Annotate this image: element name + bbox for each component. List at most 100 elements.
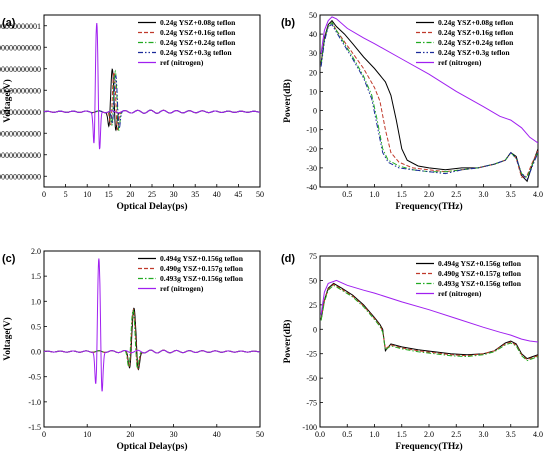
x-tick-label: 20 <box>126 190 134 199</box>
x-tick-label: 40 <box>213 190 221 199</box>
x-axis-label: Frequency(THz) <box>395 441 462 452</box>
y-tick-label: 1.0 <box>31 297 41 306</box>
y-axis-label: Power(dB) <box>282 320 293 364</box>
legend-label: ref (nitrogen) <box>438 289 482 298</box>
x-tick-label: 30 <box>170 430 178 439</box>
x-tick-label: 1.5 <box>397 430 407 439</box>
x-tick-label: 2.5 <box>451 430 461 439</box>
chart-panel-c: (c) 0 10 20 30 40 50 -1.5 -1.0 -0.5 0.0 0.5 1.0 1.5 2.… <box>2 247 264 452</box>
x-tick-label: 1.5 <box>397 190 407 199</box>
series-line <box>320 19 538 183</box>
series-line <box>44 70 260 131</box>
x-tick-label: 0.0 <box>315 430 325 439</box>
series-line <box>320 284 538 362</box>
series-line <box>44 69 260 131</box>
legend-label: 0.24g YSZ+0.16g teflon <box>438 28 514 37</box>
x-tick-label: 0 <box>42 190 46 199</box>
x-tick-label: 3.0 <box>479 190 489 199</box>
legend-label: 0.494g YSZ+0.156g teflon <box>160 254 244 263</box>
chart-panel-a: (a) 0 5 10 15 20 25 30 35 40 45 50 -1.20000000000000… <box>0 14 264 212</box>
y-tick-label: -40 <box>306 183 317 192</box>
x-tick-label: 35 <box>191 190 199 199</box>
y-tick-label: 2.0 <box>31 247 41 256</box>
x-tick-label: 0 <box>42 430 46 439</box>
legend-label: 0.24g YSZ+0.08g teflon <box>438 18 514 27</box>
x-tick-label: 50 <box>256 190 264 199</box>
y-axis-label: Voltage(V) <box>2 317 13 360</box>
series-line <box>44 309 260 370</box>
legend-label: 0.24g YSZ+0.24g teflon <box>438 38 514 47</box>
x-tick-label: 10 <box>83 190 91 199</box>
plot-frame <box>43 250 261 428</box>
legend-label: 0.493g YSZ+0.156g teflon <box>160 274 244 283</box>
y-tick-label: 0.4000000000000000 <box>0 86 41 95</box>
y-tick-label: -100 <box>302 423 317 432</box>
series-line <box>320 21 538 179</box>
series-line <box>320 23 538 181</box>
x-tick-label: 1.0 <box>370 190 380 199</box>
y-tick-label: 30 <box>309 49 317 58</box>
series-group <box>320 16 538 183</box>
legend-label: 0.24g YSZ+0.08g teflon <box>160 18 236 27</box>
y-tick-label: -75 <box>306 399 317 408</box>
legend-label: ref (nitrogen) <box>438 58 482 67</box>
x-tick-label: 45 <box>234 190 242 199</box>
x-tick-label: 0.5 <box>342 430 352 439</box>
y-tick-label: -0.5 <box>28 373 41 382</box>
y-tick-label: 75 <box>309 252 317 261</box>
x-tick-label: 1.0 <box>370 430 380 439</box>
legend-label: 0.494g YSZ+0.156g teflon <box>438 259 522 268</box>
legend-label: 0.24g YSZ+0.3g teflon <box>438 48 510 57</box>
x-tick-label: 25 <box>148 190 156 199</box>
x-tick-label: 2.0 <box>424 430 434 439</box>
series-line <box>320 282 538 360</box>
x-tick-label: 3.5 <box>506 430 516 439</box>
legend-label: 0.493g YSZ+0.156g teflon <box>438 279 522 288</box>
panel-label: (d) <box>281 253 295 265</box>
series-line <box>320 16 538 144</box>
y-tick-label: -0.8000000000000000 <box>0 151 41 160</box>
x-axis-label: Optical Delay(ps) <box>117 201 188 212</box>
y-tick-label: 0.5 <box>31 322 41 331</box>
x-tick-label: 4.0 <box>533 190 543 199</box>
x-tick-label: 5 <box>64 190 68 199</box>
chart-panel-b: (b) 0.5 1.0 1.5 2.0 2.5 3.0 3.5 4.0 -40 -30 -20 -10 0… <box>281 11 543 212</box>
y-tick-label: -1.5 <box>28 423 41 432</box>
x-tick-label: 40 <box>213 430 221 439</box>
series-line <box>44 68 260 132</box>
series-line <box>320 283 538 361</box>
x-tick-label: 3.5 <box>506 190 516 199</box>
y-tick-label: 50 <box>309 276 317 285</box>
y-tick-label: -50 <box>306 374 317 383</box>
legend-label: ref (nitrogen) <box>160 284 204 293</box>
legend-label: 0.24g YSZ+0.3g teflon <box>160 48 232 57</box>
y-tick-label: -20 <box>306 145 317 154</box>
y-tick-label: 0.8000000000000000 <box>0 65 41 74</box>
y-tick-label: 1.5 <box>31 272 41 281</box>
x-tick-label: 2.0 <box>424 190 434 199</box>
y-tick-label: 50 <box>309 11 317 20</box>
x-tick-label: 15 <box>105 190 113 199</box>
y-tick-label: 1.6000000000000001 <box>0 22 41 31</box>
legend-label: 0.490g YSZ+0.157g teflon <box>438 269 522 278</box>
x-axis-label: Frequency(THz) <box>395 201 462 212</box>
x-tick-label: 2.5 <box>451 190 461 199</box>
x-tick-label: 20 <box>126 430 134 439</box>
y-tick-label: -10 <box>306 126 317 135</box>
y-tick-label: -25 <box>306 350 317 359</box>
y-tick-label: 25 <box>309 301 317 310</box>
series-line <box>44 307 260 371</box>
series-group <box>44 23 260 150</box>
x-tick-label: 30 <box>170 190 178 199</box>
y-tick-label: -30 <box>306 164 317 173</box>
chart-panel-d: (d) 0.0 0.5 1.0 1.5 2.0 2.5 3.0 3.5 4.0 -100 -75 -50… <box>281 252 543 452</box>
panel-label: (c) <box>2 253 16 265</box>
panel-label: (a) <box>2 17 16 29</box>
legend-label: 0.24g YSZ+0.16g teflon <box>160 28 236 37</box>
x-axis-label: Optical Delay(ps) <box>117 441 188 452</box>
y-tick-label: -0.4000000000000000 <box>0 129 41 138</box>
